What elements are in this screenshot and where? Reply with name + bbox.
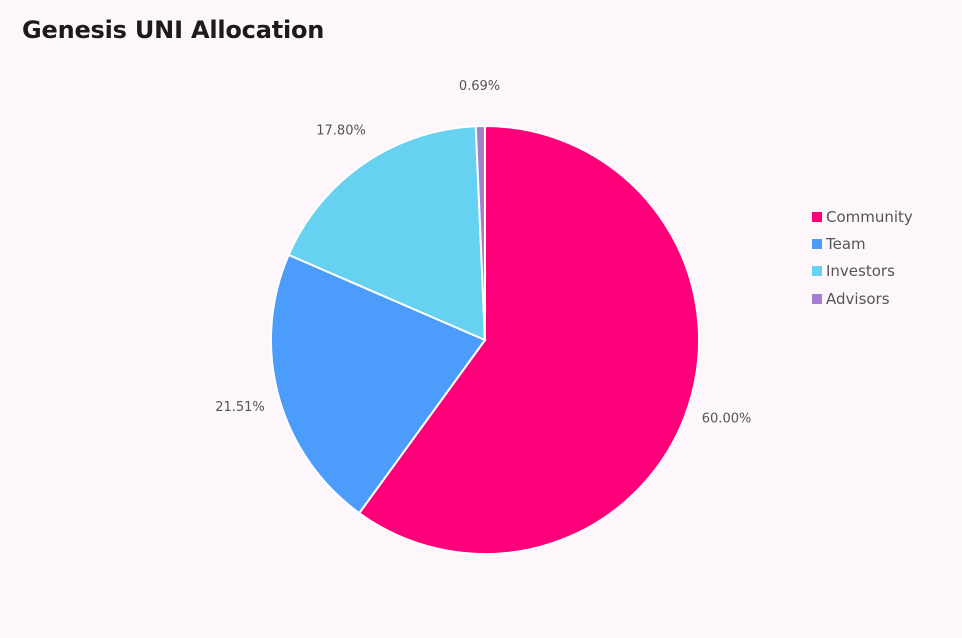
pie-slice-advisors[interactable]	[474, 124, 486, 341]
legend-item-advisors[interactable]: Advisors	[812, 285, 913, 312]
legend-label-team: Team	[826, 234, 866, 253]
pie-slice-team[interactable]	[270, 253, 487, 515]
legend-label-community: Community	[826, 207, 913, 226]
pie-slice-community[interactable]	[357, 124, 700, 555]
legend-swatch-community	[812, 211, 822, 222]
legend-item-community[interactable]: Community	[812, 203, 913, 230]
slice-label-investors: 17.80%	[316, 124, 366, 139]
legend-label-investors: Investors	[826, 262, 895, 281]
legend-swatch-investors	[812, 266, 822, 277]
chart-title: Genesis UNI Allocation	[22, 16, 325, 44]
slice-label-advisors: 0.69%	[459, 79, 500, 94]
legend-item-team[interactable]: Team	[812, 230, 913, 257]
legend: Community Team Investors Advisors	[812, 203, 913, 312]
slice-label-community: 60.00%	[702, 411, 752, 426]
legend-swatch-team	[812, 238, 822, 249]
legend-label-advisors: Advisors	[826, 289, 890, 308]
legend-item-investors[interactable]: Investors	[812, 258, 913, 285]
pie-slice-investors[interactable]	[287, 125, 487, 342]
legend-swatch-advisors	[812, 293, 822, 304]
slice-label-team: 21.51%	[215, 400, 265, 415]
